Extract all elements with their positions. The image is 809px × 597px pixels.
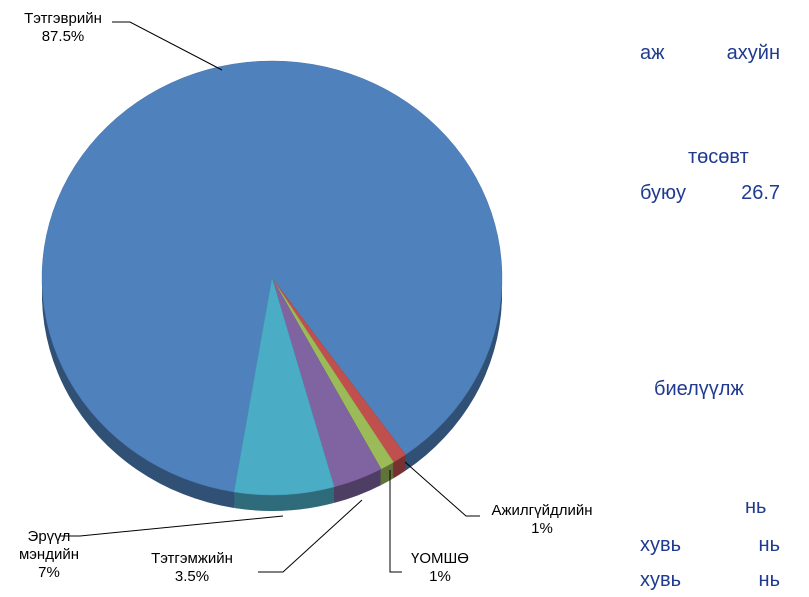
slice <box>233 277 335 496</box>
value-label: 7% <box>38 564 60 581</box>
data-label: ҮОМШӨ 1% <box>398 550 482 586</box>
side-text: аж ахуйн <box>640 42 780 64</box>
data-label: Ажилгүйдлийн 1% <box>478 502 606 538</box>
slice <box>41 60 503 493</box>
category-label: ҮОМШӨ <box>411 550 469 567</box>
side-text: буюу 26.7 <box>640 182 780 204</box>
category-label: Тэтгэмжийн <box>151 550 233 567</box>
side-text: нь <box>745 496 767 518</box>
side-text: хувь нь <box>640 569 780 591</box>
side-text: хувь нь <box>640 534 780 556</box>
data-label: Тэтгэврийн 87.5% <box>8 10 118 46</box>
category-label: Тэтгэврийн <box>24 10 102 27</box>
side-text: биелүүлж <box>654 378 744 400</box>
value-label: 1% <box>531 520 553 537</box>
value-label: 3.5% <box>174 568 210 585</box>
side-text: төсөвт <box>688 146 749 168</box>
category-label: Ажилгүйдлийн <box>491 502 593 519</box>
leader-line <box>404 461 480 517</box>
value-label: 87.5% <box>41 28 85 45</box>
leader-line <box>60 515 284 537</box>
leader-line <box>258 499 363 573</box>
leader-line <box>389 470 402 573</box>
data-label: Эрүүл мэндийн 7% <box>10 528 88 582</box>
value-label: 1% <box>429 568 451 585</box>
category-label: Эрүүл мэндийн <box>18 528 80 563</box>
leader-line <box>112 21 223 71</box>
data-label: Тэтгэмжийн 3.5% <box>128 550 256 586</box>
